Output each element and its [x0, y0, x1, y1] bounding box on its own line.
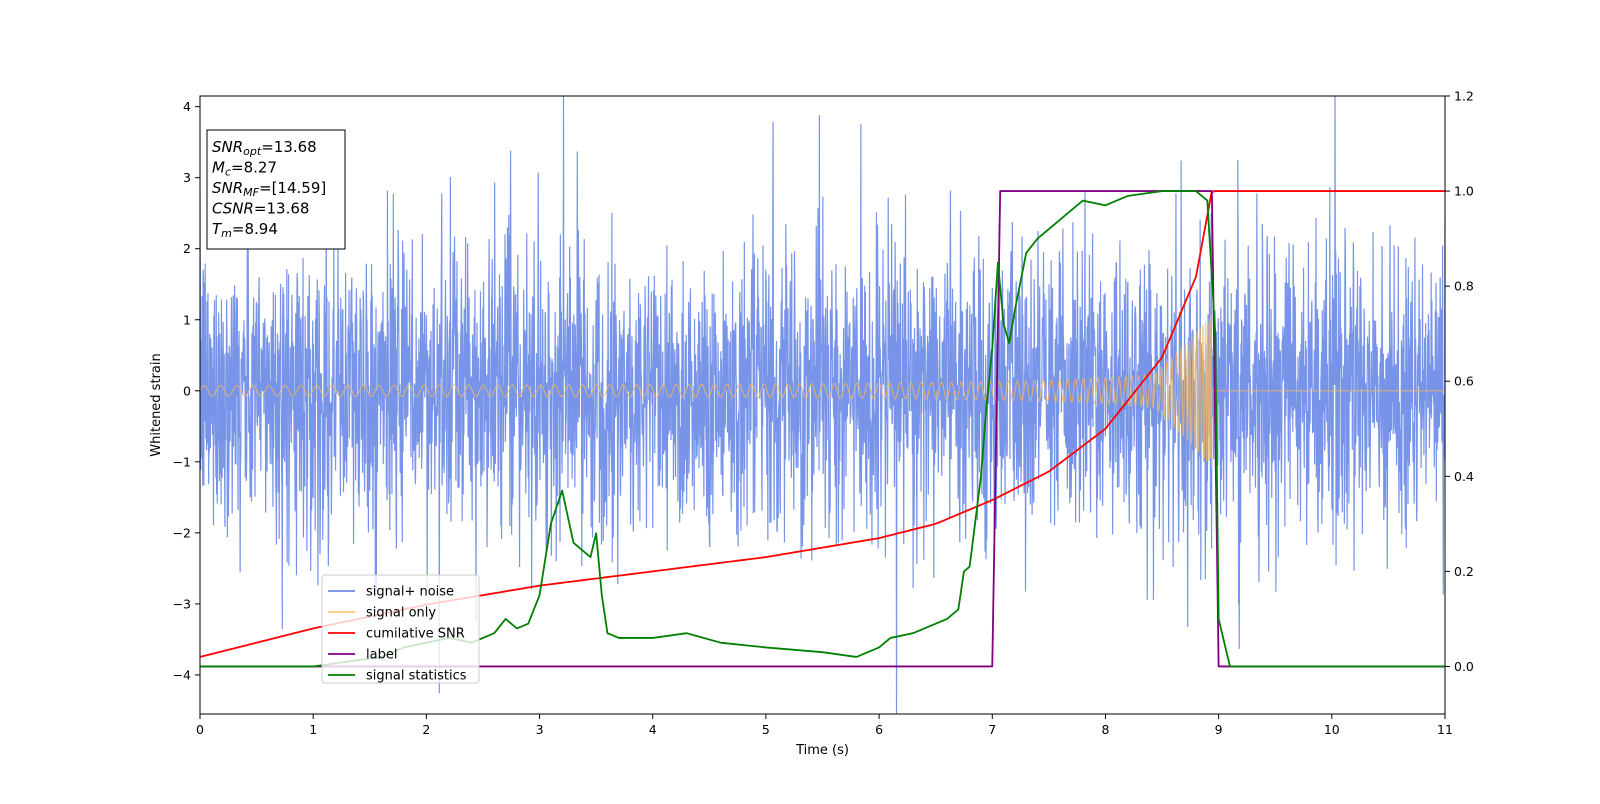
x-tick-label: 7 — [988, 722, 996, 737]
info-line: Mc=8.27 — [212, 159, 277, 179]
info-value: =13.68 — [261, 138, 317, 156]
y-axis-ticks: −4 −3 −2 −1 0 1 2 3 4 — [173, 99, 200, 682]
series-signal-statistics — [200, 190, 1445, 668]
x-tick-label: 1 — [309, 722, 317, 737]
info-subscript: m — [221, 227, 232, 240]
axes-border — [199, 95, 1446, 715]
y-axis-label: Whitened strain — [149, 353, 164, 456]
info-line: SNRopt=13.68 — [212, 138, 317, 158]
y-tick-label: 1 — [183, 312, 191, 327]
legend-label: signal statistics — [366, 669, 467, 684]
x-tick-label: 5 — [762, 722, 770, 737]
x-tick-label: 3 — [536, 722, 544, 737]
y-tick-label: 3 — [183, 170, 191, 185]
x-tick-label: 0 — [196, 722, 204, 737]
info-name: SNR — [212, 179, 243, 197]
y2-tick-label: 0.0 — [1454, 659, 1474, 674]
x-axis-label: Time (s) — [795, 743, 849, 758]
info-value: =13.68 — [254, 200, 310, 218]
x-tick-label: 6 — [875, 722, 883, 737]
info-line: CSNR=13.68 — [212, 200, 309, 218]
series-signal-only — [200, 315, 1445, 468]
info-name: SNR — [212, 138, 243, 156]
y2-tick-label: 0.8 — [1454, 279, 1474, 294]
y2-tick-label: 0.2 — [1454, 564, 1474, 579]
legend-frame — [321, 574, 480, 684]
info-name: M — [212, 159, 225, 177]
x-tick-label: 4 — [649, 722, 657, 737]
info-name: CSNR — [212, 200, 254, 218]
info-name: T — [212, 220, 223, 238]
legend-label: signal+ noise — [366, 585, 454, 600]
legend-label: signal only — [366, 606, 436, 621]
x-tick-label: 8 — [1101, 722, 1109, 737]
y-tick-label: −1 — [173, 454, 191, 469]
y2-tick-label: 1.2 — [1454, 89, 1474, 104]
info-box: SNRopt=13.68Mc=8.27SNRMF=[14.59]CSNR=13.… — [206, 129, 346, 250]
y2-axis-ticks: 0.0 0.2 0.4 0.6 0.8 1.0 1.2 — [1445, 89, 1474, 674]
info-value: =8.27 — [231, 159, 277, 177]
y2-tick-label: 0.6 — [1454, 374, 1474, 389]
x-axis-ticks: 0 1 2 3 4 5 6 7 8 9 10 11 — [196, 714, 1453, 737]
y-tick-label: −2 — [173, 525, 191, 540]
y-tick-label: −4 — [173, 667, 191, 682]
y2-tick-label: 0.4 — [1454, 469, 1474, 484]
info-line: Tm=8.94 — [212, 220, 278, 240]
info-subscript: c — [225, 166, 231, 179]
info-value: =8.94 — [232, 220, 278, 238]
x-tick-label: 2 — [422, 722, 430, 737]
info-box-frame — [206, 129, 346, 250]
y-tick-label: −3 — [173, 596, 191, 611]
series-signal-plus-noise — [200, 96, 1445, 714]
legend: signal+ noise signal only cumilative SNR la… — [321, 574, 480, 684]
info-subscript: MF — [243, 186, 259, 199]
y-tick-label: 4 — [183, 99, 191, 114]
axes-frame — [199, 95, 1446, 715]
x-tick-label: 11 — [1437, 722, 1453, 737]
legend-label: cumilative SNR — [366, 627, 465, 642]
info-subscript: opt — [243, 145, 262, 158]
legend-label: label — [366, 648, 397, 663]
y2-tick-label: 1.0 — [1454, 184, 1474, 199]
info-line: SNRMF=[14.59] — [212, 179, 326, 199]
y-tick-label: 2 — [183, 241, 191, 256]
info-value: =[14.59] — [259, 179, 326, 197]
x-tick-label: 10 — [1324, 722, 1340, 737]
x-tick-label: 9 — [1215, 722, 1223, 737]
y-tick-label: 0 — [183, 383, 191, 398]
